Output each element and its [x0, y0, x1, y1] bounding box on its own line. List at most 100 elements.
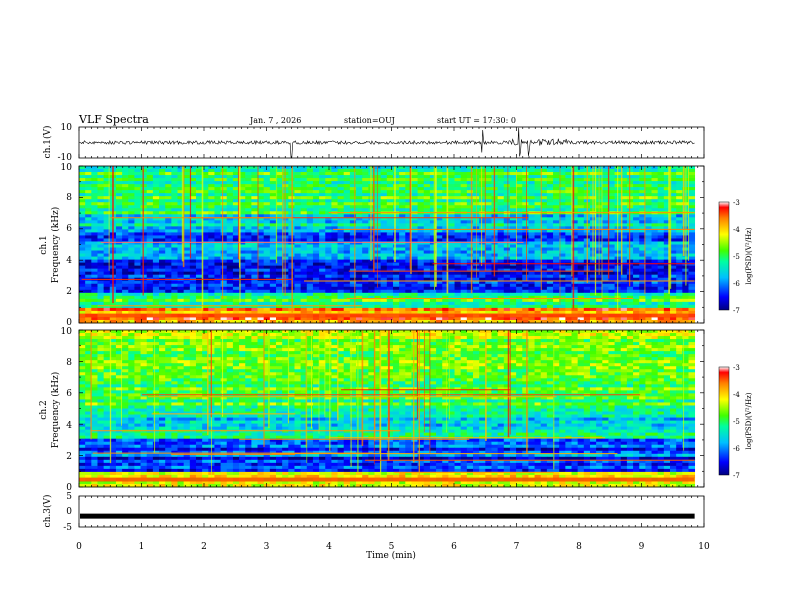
spectrogram-cell: [411, 229, 418, 233]
spectrogram-cell: [651, 256, 659, 260]
spectrogram-cell: [134, 247, 141, 251]
spectrogram-cell: [651, 268, 659, 273]
spectrogram-cell: [312, 202, 320, 206]
spectrogram-cell: [325, 229, 332, 233]
spectrogram-cell: [620, 187, 628, 191]
spectrogram-cell: [152, 184, 160, 188]
spectrogram-cell: [232, 238, 240, 242]
spectrogram-cell: [676, 208, 683, 212]
spectrogram-cell: [214, 244, 221, 248]
spectrogram-cell: [516, 238, 523, 242]
spectrogram-cell: [245, 178, 252, 182]
spectrogram-cell: [688, 283, 696, 288]
spectrogram-cell: [571, 226, 579, 230]
spectrogram-cell: [165, 301, 172, 306]
spectrogram-cell: [208, 172, 215, 176]
spectrogram-cell: [571, 190, 579, 194]
spectrogram-cell: [300, 196, 308, 200]
spectrogram-cell: [337, 220, 345, 224]
spectrogram-cell: [663, 226, 671, 230]
spectrogram-cell: [337, 202, 345, 206]
spectrogram-cell: [226, 199, 234, 203]
spectrogram-cell: [417, 172, 425, 176]
spectrogram-cell: [165, 184, 172, 188]
spectrogram-cell: [189, 244, 197, 248]
spectrogram-cell: [202, 247, 209, 251]
spectrogram-cell: [657, 178, 665, 182]
spectrogram-cell: [423, 277, 431, 282]
spectrogram-cell: [485, 250, 492, 254]
spectrogram-cell: [245, 196, 252, 200]
spectrogram-cell: [528, 283, 535, 288]
spectrogram-cell: [214, 208, 221, 212]
spectrogram-cell: [214, 259, 221, 264]
spectrogram-cell: [165, 253, 172, 257]
spectrogram-cell: [226, 274, 234, 279]
spectrogram-cell: [177, 220, 185, 224]
spectrogram-cell: [491, 292, 499, 297]
spectrogram-cell: [577, 310, 585, 315]
spectrogram-cell: [448, 217, 455, 221]
spectrogram-cell: [429, 280, 437, 285]
ch1-ylabel: ch.1(V): [42, 126, 53, 159]
spectrogram-cell: [146, 247, 154, 251]
spectrogram-cell: [417, 280, 425, 285]
spectrogram-cell: [485, 241, 492, 245]
spectrogram-cell: [85, 280, 92, 285]
spectrogram-cell: [528, 286, 535, 291]
spectrogram-cell: [263, 250, 271, 254]
spectrogram-cell: [516, 166, 523, 170]
spectrogram-cell: [97, 238, 105, 242]
spectrogram-cell: [577, 229, 585, 233]
spectrogram-cell: [454, 172, 462, 176]
spectrogram-cell: [522, 232, 529, 236]
spectrogram-cell: [497, 304, 505, 309]
spectrogram-cell: [516, 277, 523, 282]
spectrogram-cell: [146, 187, 154, 191]
spectrogram-cell: [183, 181, 191, 185]
spectrogram-cell: [226, 220, 234, 224]
spectrogram-cell: [263, 241, 271, 245]
spectrogram-cell: [251, 175, 258, 179]
spectrogram-cell: [300, 280, 308, 285]
spectrogram-cell: [565, 172, 572, 176]
spectrogram-cell: [85, 238, 92, 242]
spectrogram-cell: [553, 199, 560, 203]
spectrogram-cell: [202, 184, 209, 188]
spectrogram-cell: [134, 232, 141, 236]
spectrogram-cell: [152, 202, 160, 206]
spectrogram-cell: [337, 271, 345, 276]
spectrogram-cell: [454, 214, 462, 218]
spectrogram-cell: [497, 235, 505, 239]
spectrogram-cell: [269, 202, 277, 206]
spectrogram-cell: [257, 268, 265, 273]
spectrogram-cell: [232, 202, 240, 206]
spectrogram-cell: [183, 223, 191, 227]
spectrogram-cell: [146, 205, 154, 209]
spectrogram-cell: [657, 289, 665, 294]
spectrogram-cell: [251, 214, 258, 218]
spectrogram-cell: [165, 196, 172, 200]
spectrogram-cell: [485, 289, 492, 294]
spectrogram-cell: [91, 262, 98, 267]
spectrogram-cell: [171, 244, 178, 248]
spectrogram-cell: [503, 292, 511, 297]
spectrogram-cell: [134, 205, 141, 209]
spectrogram-cell: [312, 199, 320, 203]
spectrogram-cell: [417, 277, 425, 282]
spectrogram-cell: [663, 259, 671, 264]
spectrogram-cell: [436, 256, 443, 260]
spectrogram-cell: [442, 181, 449, 185]
spectrogram-cell: [657, 217, 665, 221]
spectrogram-cell: [220, 262, 228, 267]
spectrogram-cell: [232, 265, 240, 270]
spectrogram-cell: [559, 202, 566, 206]
spectrogram-cell: [226, 289, 234, 294]
spectrogram-cell: [349, 238, 357, 242]
spectrogram-cell: [140, 295, 148, 300]
spectrogram-cell: [522, 217, 529, 221]
spectrogram-cell: [189, 211, 197, 215]
spectrogram-cell: [177, 295, 185, 300]
spectrogram-cell: [128, 169, 135, 173]
spectrogram-cell: [380, 181, 388, 185]
